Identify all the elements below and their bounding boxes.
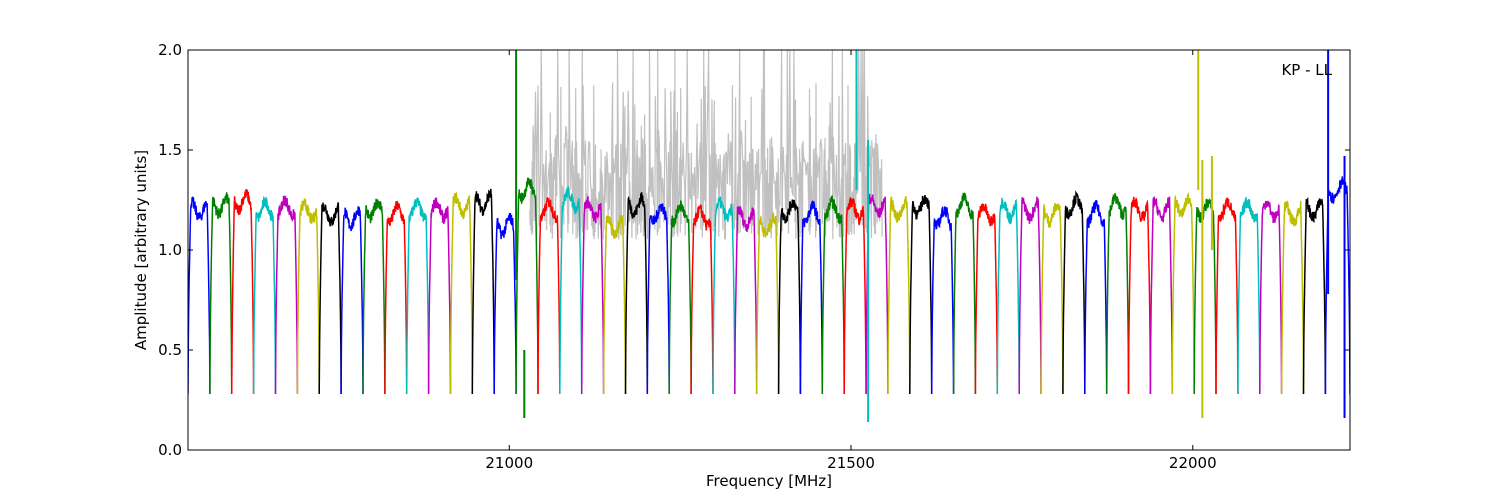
channel-series-group [188, 176, 1350, 395]
channel-series-41 [1062, 190, 1086, 395]
channel-series-49 [1237, 197, 1261, 395]
channel-series-48 [1215, 197, 1239, 395]
chart-annotation: KP - LL [1281, 61, 1332, 79]
channel-series-46 [1171, 192, 1195, 395]
channel-series-11 [405, 196, 430, 395]
channel-series-12 [427, 197, 452, 395]
channel-series-42 [1084, 199, 1108, 395]
channel-series-2 [209, 192, 233, 395]
x-axis-label: Frequency [MHz] [706, 472, 832, 490]
channel-series-20 [602, 214, 627, 395]
channel-series-51 [1280, 200, 1305, 395]
channel-series-9 [362, 198, 386, 395]
channel-series-4 [252, 195, 277, 395]
channel-series-19 [580, 196, 605, 395]
channel-series-23 [668, 199, 692, 395]
channel-series-6 [296, 198, 320, 395]
channel-series-15 [493, 212, 517, 395]
channel-series-35 [930, 206, 955, 395]
channel-series-24 [690, 204, 714, 395]
channel-series-22 [646, 203, 670, 395]
y-tick-label: 1.0 [158, 241, 182, 259]
plot-area [188, 50, 1350, 422]
y-tick-label: 2.0 [158, 41, 182, 59]
channel-series-26 [734, 205, 758, 395]
y-tick-label: 1.5 [158, 141, 182, 159]
channel-series-40 [1040, 203, 1064, 395]
channel-series-39 [1018, 196, 1042, 395]
grey-noise-series [529, 50, 883, 240]
spike-series-group [515, 50, 1346, 422]
channel-series-52 [1302, 197, 1327, 395]
channel-series-1 [188, 196, 211, 395]
channel-series-7 [318, 202, 342, 395]
x-tick-label: 21500 [827, 454, 875, 472]
channel-series-33 [887, 196, 911, 395]
channel-series-27 [755, 212, 780, 395]
channel-series-3 [230, 189, 255, 395]
channel-series-43 [1105, 192, 1130, 395]
channel-series-34 [909, 194, 933, 395]
x-tick-label: 22000 [1169, 454, 1217, 472]
channel-series-53 [1324, 176, 1350, 395]
channel-series-18 [559, 186, 583, 395]
channel-series-28 [777, 199, 802, 395]
axis-ticks: 21000 21500 22000 0.0 0.5 1.0 1.5 2.0 [158, 41, 1350, 472]
channel-series-13 [449, 191, 474, 395]
channel-series-44 [1127, 196, 1152, 395]
channel-series-29 [799, 200, 824, 395]
y-tick-label: 0.5 [158, 341, 182, 359]
y-axis-label: Amplitude [arbitrary units] [132, 150, 150, 350]
channel-series-32 [865, 193, 889, 395]
channel-series-50 [1259, 200, 1283, 395]
channel-series-31 [843, 197, 867, 395]
channel-series-17 [537, 197, 561, 395]
channel-series-45 [1149, 196, 1174, 395]
channel-series-25 [712, 196, 736, 395]
channel-series-37 [974, 203, 999, 395]
y-tick-label: 0.0 [158, 441, 182, 459]
channel-series-36 [952, 192, 977, 395]
channel-series-5 [274, 195, 299, 395]
channel-series-10 [384, 200, 408, 395]
grey-noise-line [529, 50, 883, 240]
channel-series-14 [471, 188, 495, 395]
channel-series-30 [821, 194, 845, 395]
channel-series-21 [624, 192, 649, 395]
channel-series-38 [996, 197, 1020, 395]
x-tick-label: 21000 [485, 454, 533, 472]
channel-series-16 [515, 177, 539, 395]
channel-series-8 [340, 206, 364, 395]
